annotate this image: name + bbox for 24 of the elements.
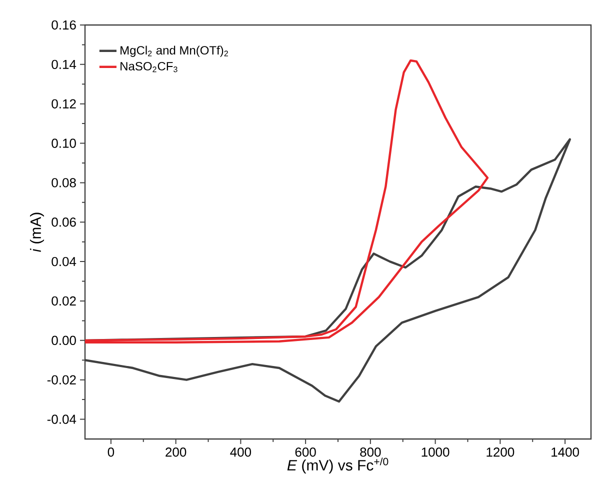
y-tick-label: 0.02 xyxy=(52,296,76,306)
x-tick-label: 1400 xyxy=(552,448,579,457)
y-tick-label: 0.04 xyxy=(52,256,76,266)
legend-label: NaSO$_{2}$CF$_{3}$ xyxy=(120,62,178,72)
y-tick-label: -0.02 xyxy=(47,375,76,384)
x-tick-label: 400 xyxy=(230,448,252,457)
y-axis-title: i (mA) xyxy=(30,212,44,252)
y-tick-label: 0.06 xyxy=(52,218,76,227)
y-tick-label: 0.00 xyxy=(52,336,76,346)
x-tick-label: 1000 xyxy=(422,448,450,457)
line-series xyxy=(85,59,489,344)
y-tick-label: 0.10 xyxy=(52,138,76,148)
legend-label: MgCl$_{2}$ and Mn(OTf)$_{2}$ xyxy=(120,46,228,57)
y-tick-label: 0.08 xyxy=(52,178,76,188)
x-axis-title: E (mV) vs Fc$^{+/0}$ xyxy=(287,458,388,474)
x-tick-label: 600 xyxy=(295,448,316,457)
x-tick-label: 800 xyxy=(360,448,381,457)
x-tick-label: 200 xyxy=(166,448,186,457)
y-tick-label: 0.12 xyxy=(52,99,76,108)
y-tick-label: 0.16 xyxy=(52,20,76,30)
y-tick-label: -0.04 xyxy=(47,414,76,424)
y-tick-label: 0.14 xyxy=(52,60,76,70)
x-tick-label: 0 xyxy=(108,448,114,457)
x-tick-label: 1200 xyxy=(486,448,514,457)
